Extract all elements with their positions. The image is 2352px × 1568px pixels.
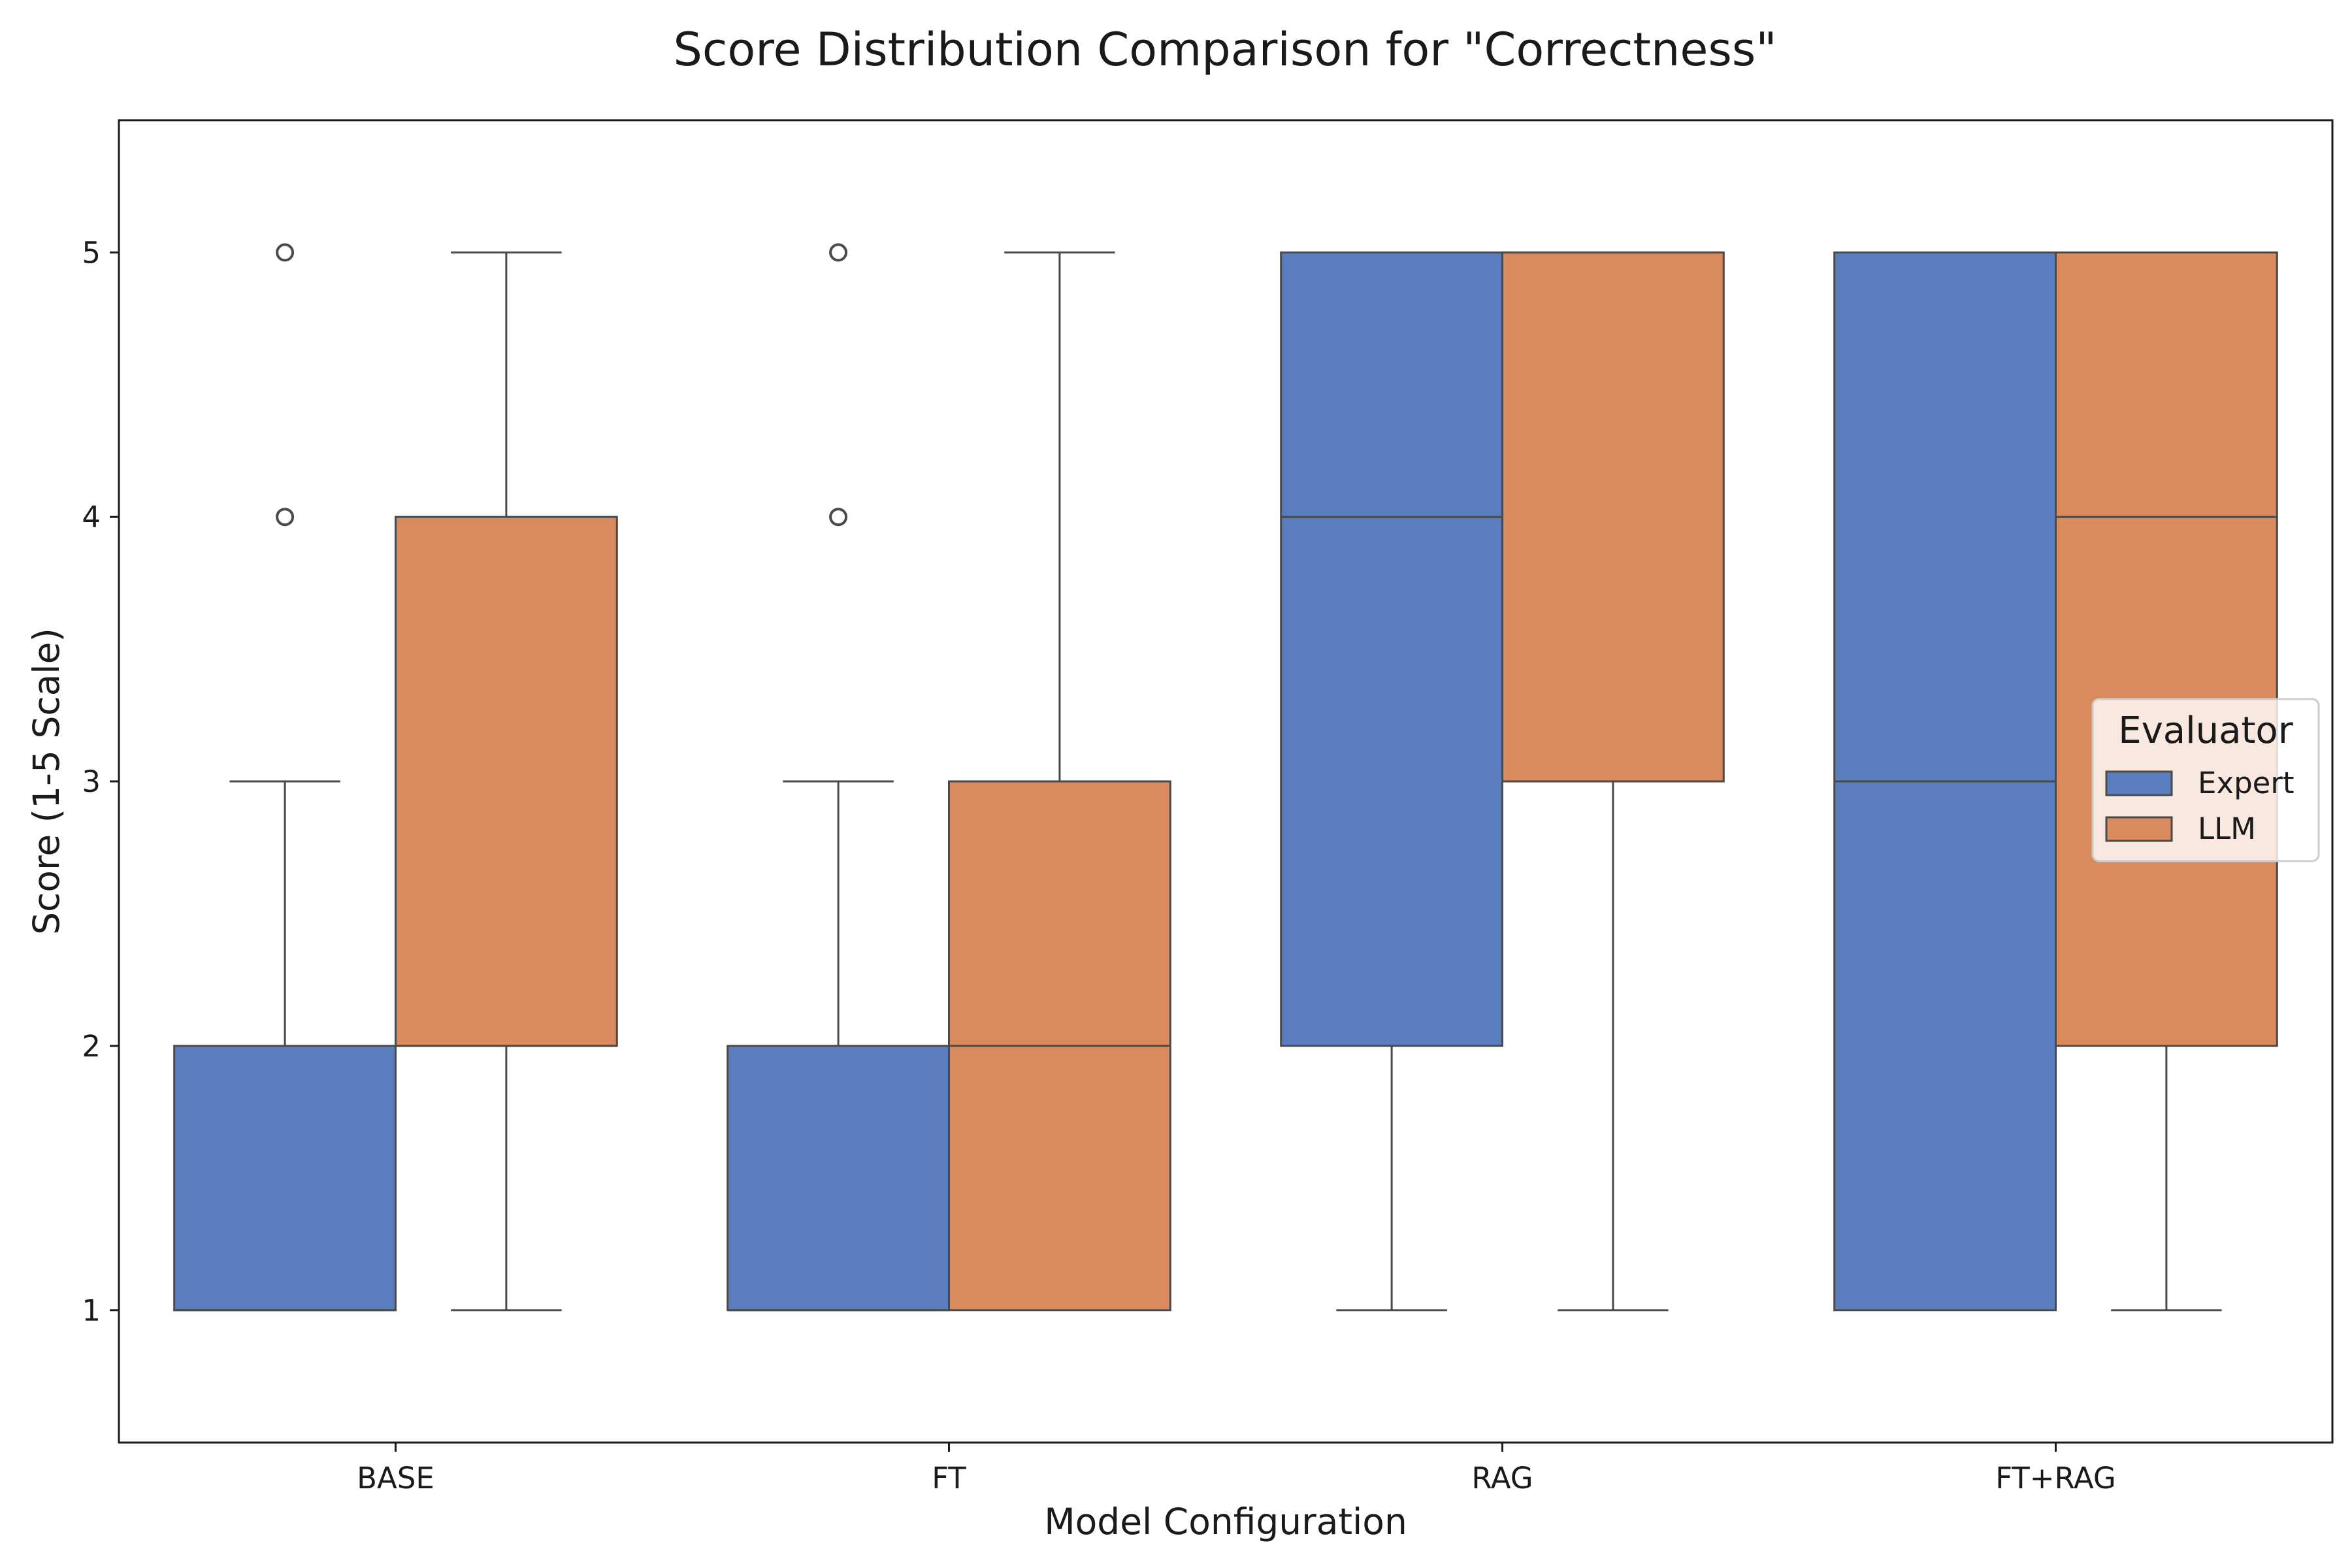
box-expert-ft [727,1045,950,1312]
y-tick-label: 4 [82,500,101,534]
chart-title: Score Distribution Comparison for "Corre… [673,23,1776,76]
outlier-point-expert [276,508,295,527]
plot-frame [118,119,2334,1444]
legend-label-expert: Expert [2198,766,2294,800]
outlier-point-expert [829,508,848,527]
box-llm-rag [1501,251,1725,783]
legend-swatch-llm [2105,816,2173,842]
legend-swatch-expert [2105,770,2173,796]
x-axis-label: Model Configuration [1044,1501,1407,1543]
x-tick-label: RAG [1471,1461,1533,1495]
y-tick-label: 3 [82,764,101,799]
x-tick-label: FT [932,1461,966,1495]
x-tick-label: BASE [357,1461,434,1495]
plot-area: 1 2 3 4 5 BASE FT RAG FT+RAG [82,235,2278,1495]
outlier-point-expert [829,243,848,262]
box-llm-base [395,515,618,1047]
legend-label-llm: LLM [2198,811,2256,846]
y-axis-label: Score (1-5 Scale) [25,628,67,935]
y-tick-label: 5 [82,235,101,270]
box-llm-ft-rag [2055,251,2278,1047]
x-tick-label: FT+RAG [1995,1461,2116,1495]
y-tick-label: 2 [82,1029,101,1064]
legend: Evaluator Expert LLM [2091,698,2320,862]
box-expert-base [173,1045,397,1312]
outlier-point-expert [276,243,295,262]
box-expert-rag [1280,251,1503,1047]
legend-title: Evaluator [2118,710,2293,752]
y-tick-label: 1 [82,1294,101,1328]
